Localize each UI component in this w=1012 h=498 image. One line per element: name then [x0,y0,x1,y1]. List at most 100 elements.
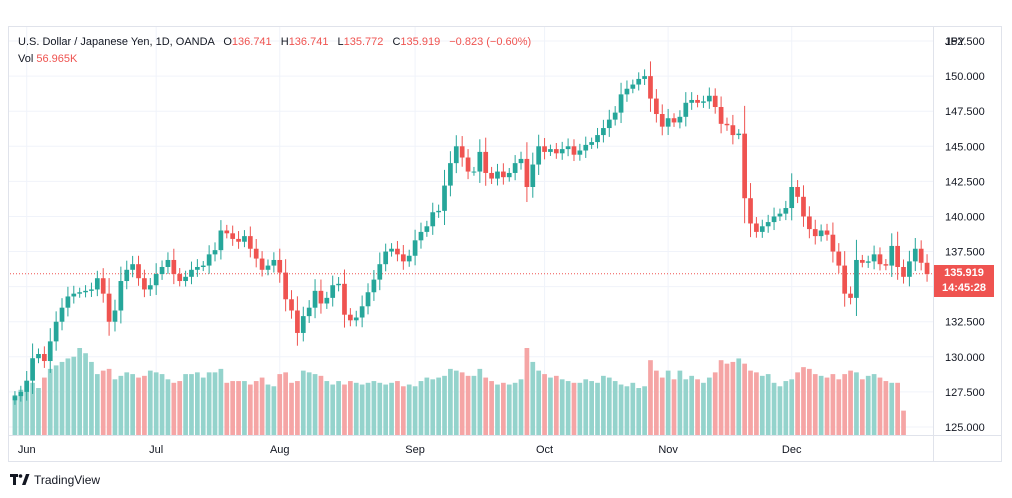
candle [524,142,530,203]
volume-bar [453,370,459,435]
candle [924,254,930,282]
volume-bar [342,384,347,435]
candle [789,173,795,221]
volume-bar [789,379,795,435]
x-tick-label: Nov [658,444,678,456]
candle [601,119,606,143]
volume-bar [130,374,135,435]
candle [695,94,700,108]
volume-bar [642,386,647,435]
candle [701,95,706,108]
volume-bar [671,379,677,435]
y-axis-unit: JPY [945,36,966,48]
volume-bar [230,381,236,435]
volume-bar [483,377,489,435]
candle [230,225,236,246]
candle [877,247,883,271]
candle [348,308,353,327]
candle [12,391,18,405]
candle [706,87,712,109]
candle [465,149,471,180]
volume-bar [400,386,406,435]
volume-bar [265,384,271,435]
volume-bar [765,374,771,435]
candle [383,243,389,272]
volume-bar [89,361,94,435]
candle [671,113,677,127]
volume-bar [295,381,300,435]
candle [259,251,265,277]
volume-bar [159,374,165,435]
candle [630,79,636,94]
volume-bar [542,374,547,435]
volume-bar [618,384,624,435]
candle [330,275,336,307]
volume-bar [512,382,518,435]
chart-frame[interactable] [8,26,1002,462]
candle [212,242,218,262]
volume-bar [654,370,659,435]
volume-bar [548,377,553,435]
candle [830,222,836,263]
candle [453,135,459,174]
last-price-value: 135.919 [944,266,984,279]
change-value: −0.823 (−0.60%) [449,36,532,48]
candle [89,282,94,297]
volume-bar [636,388,642,435]
volume-bar [118,375,124,435]
volume-bar [418,381,424,435]
candle [548,144,553,156]
volume-bar [807,368,812,435]
volume-bar [236,381,241,435]
candle [589,137,594,149]
candle [165,252,171,274]
brand-logo[interactable]: TradingView [10,473,100,487]
volume-bar [683,379,689,435]
volume-bar [412,386,418,435]
volume-bar [665,370,671,435]
time-axis[interactable]: Jun Jul Aug Sep Oct Nov Dec [18,444,802,456]
volume-label[interactable]: Vol [18,53,34,65]
volume-bar [495,384,500,435]
candle [430,202,436,235]
y-tick-label: 150.000 [945,71,985,83]
candle [189,261,194,285]
candle [65,286,71,317]
volume-bar [465,375,471,435]
volume-bar [106,368,112,435]
volume-bar [842,374,848,435]
volume-bar [259,377,265,435]
candle [536,134,542,175]
volume-bar [901,410,906,435]
y-tick-label: 147.500 [945,106,985,118]
volume-bar [701,382,706,435]
volume-bar [595,382,600,435]
volume-bar [312,374,318,435]
candle [336,277,341,292]
candle [100,268,106,303]
candle [801,185,806,227]
candle [353,310,359,327]
candle [183,270,188,287]
y-tick-label: 130.000 [945,352,985,364]
symbol-title[interactable]: U.S. Dollar / Japanese Yen, 1D, OANDA [18,36,215,48]
y-tick-label: 127.500 [945,387,985,399]
volume-bar [383,384,389,435]
price-axis[interactable]: 125.000127.500130.000132.500135.000137.5… [945,36,985,434]
candle [471,166,477,176]
candle [94,270,100,297]
candle [424,220,430,237]
close-label: C [392,36,401,48]
candle [30,343,35,394]
candle [736,129,742,140]
volume-bar [100,370,106,435]
candle [542,138,547,160]
candle [389,243,394,257]
candles [12,61,930,405]
volume-bar [171,382,177,435]
candle [783,200,789,221]
volume-bar [371,381,377,435]
volume-bar [142,375,147,435]
volume-bar [612,381,618,435]
